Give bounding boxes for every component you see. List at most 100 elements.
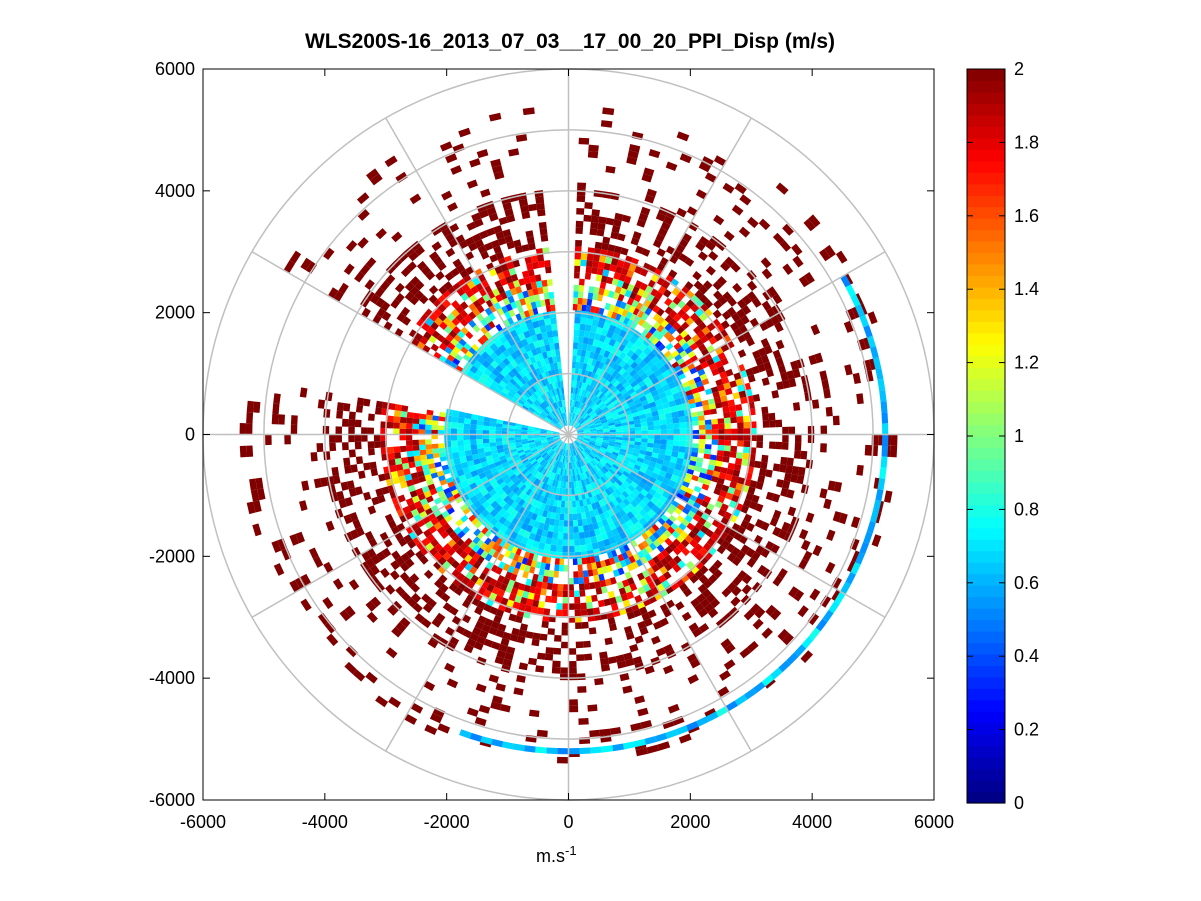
data-cell <box>611 278 619 286</box>
data-cell <box>414 613 425 624</box>
data-cell <box>323 408 331 418</box>
data-cell <box>679 582 689 592</box>
data-cell <box>570 387 574 394</box>
data-cell <box>596 437 603 440</box>
data-cell <box>688 622 699 633</box>
data-cell <box>530 404 537 411</box>
data-cell <box>564 501 569 508</box>
data-cell <box>570 406 573 413</box>
data-cell <box>652 555 661 564</box>
data-cell <box>518 498 526 507</box>
data-cell <box>614 349 623 358</box>
data-cell <box>483 638 494 648</box>
data-cell <box>414 245 425 256</box>
data-cell <box>384 513 394 523</box>
data-cell <box>438 447 446 453</box>
data-cell <box>780 372 789 382</box>
data-cell <box>558 407 562 414</box>
data-cell <box>546 531 554 539</box>
data-cell <box>626 397 634 405</box>
data-cell <box>660 429 668 435</box>
data-cell <box>574 603 581 610</box>
data-cell <box>655 233 665 243</box>
data-cell <box>606 415 613 420</box>
data-cell <box>679 361 688 370</box>
data-cell <box>641 463 649 470</box>
colorbar-swatch <box>967 195 1005 208</box>
data-cell <box>698 343 707 352</box>
data-cell <box>793 589 805 602</box>
data-cell <box>599 281 607 290</box>
data-cell <box>717 295 728 306</box>
data-cell <box>617 517 626 526</box>
data-cell <box>624 467 632 475</box>
data-cell <box>572 442 576 449</box>
colorbar-tick-label: 1.6 <box>1014 206 1039 226</box>
data-cell <box>468 557 477 567</box>
data-cell <box>462 354 471 362</box>
data-cell <box>548 440 555 444</box>
data-cell <box>831 576 842 590</box>
data-cell <box>742 452 750 460</box>
data-cell <box>498 507 507 517</box>
data-cell <box>845 572 856 585</box>
data-cell <box>401 316 411 326</box>
data-cell <box>622 437 629 441</box>
data-cell <box>537 508 544 517</box>
colorbar-swatch <box>967 309 1005 322</box>
data-cell <box>740 544 750 555</box>
data-cell <box>476 149 489 159</box>
data-cell <box>597 567 604 575</box>
data-cell <box>485 355 495 365</box>
data-cell <box>787 506 797 517</box>
data-cell <box>561 387 565 394</box>
data-cell <box>495 537 503 546</box>
data-cell <box>494 594 503 604</box>
data-cell <box>390 298 400 309</box>
data-cell <box>575 440 580 446</box>
data-cell <box>585 497 592 506</box>
data-cell <box>685 472 693 480</box>
data-cell <box>553 388 558 396</box>
data-cell <box>245 423 253 435</box>
data-cell <box>627 401 636 408</box>
data-cell <box>604 358 612 366</box>
chart-title: WLS200S-16_2013_07_03__17_00_20_PPI_Disp… <box>304 30 836 53</box>
colorbar-swatch <box>967 745 1005 758</box>
data-cell <box>546 415 553 421</box>
data-cell <box>612 292 620 300</box>
data-cell <box>554 635 562 642</box>
data-cell <box>526 558 533 567</box>
colorbar-swatch <box>967 401 1005 414</box>
colorbar-swatch <box>967 573 1005 586</box>
data-cell <box>647 430 655 435</box>
data-cell <box>752 618 764 630</box>
data-cell <box>421 593 432 604</box>
data-cell <box>480 488 489 497</box>
data-cell <box>476 547 485 556</box>
data-cell <box>654 429 661 435</box>
data-cell <box>593 446 601 451</box>
data-cell <box>515 533 524 543</box>
data-cell <box>640 372 649 381</box>
data-cell <box>544 517 551 525</box>
data-cell <box>587 378 593 386</box>
data-cell <box>772 509 782 520</box>
data-cell <box>370 596 382 608</box>
data-cell <box>471 343 480 352</box>
data-cell <box>772 463 781 472</box>
data-cell <box>538 260 545 268</box>
data-cell <box>595 382 602 390</box>
data-cell <box>690 312 699 322</box>
data-cell <box>558 387 563 395</box>
data-cell <box>574 590 580 597</box>
data-cell <box>539 414 546 420</box>
colorbar-swatch <box>967 688 1005 701</box>
data-cell <box>546 377 552 385</box>
data-cell <box>542 469 548 476</box>
data-cell <box>659 444 667 450</box>
data-cell <box>539 387 545 395</box>
data-cell <box>526 350 534 358</box>
data-cell <box>684 534 694 544</box>
data-cell <box>577 454 582 461</box>
